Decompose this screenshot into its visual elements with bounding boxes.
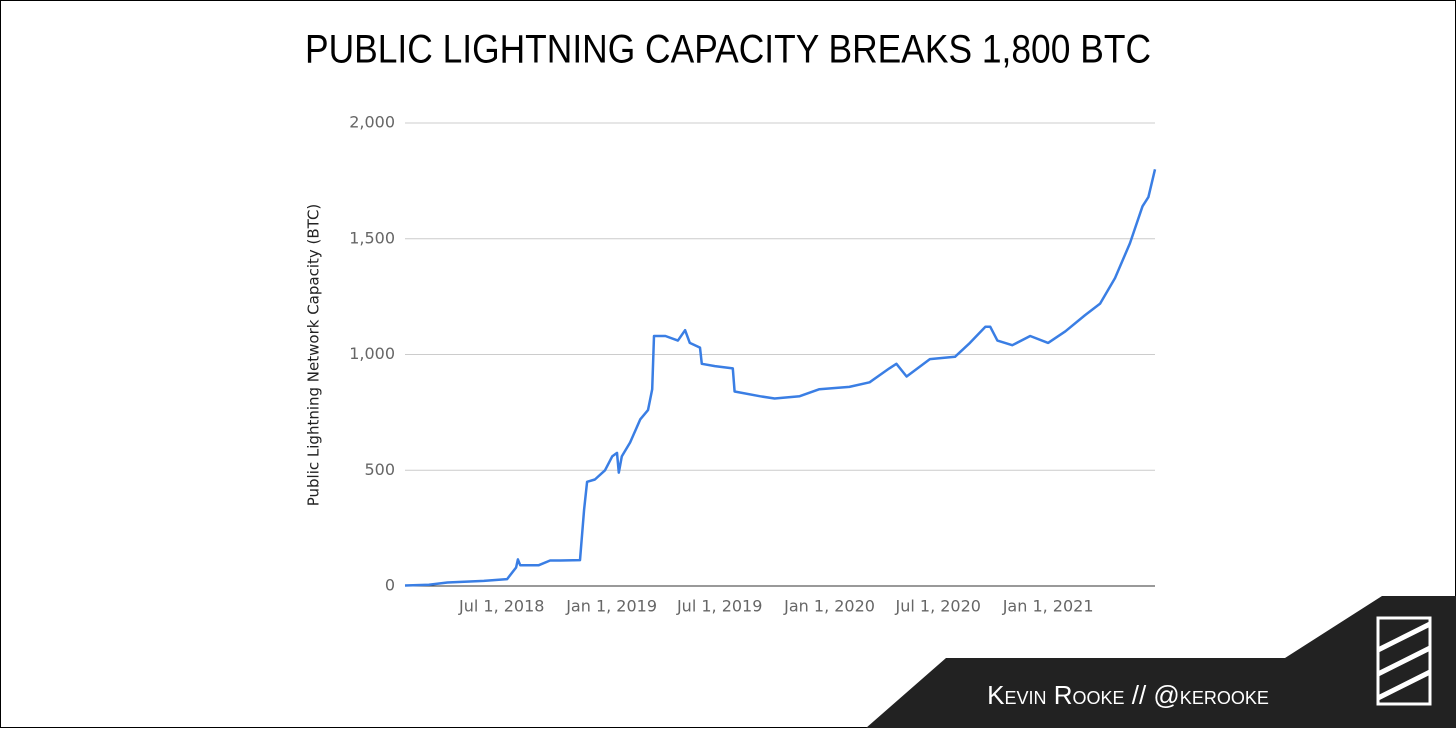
x-tick-label: Jul 1, 2020 bbox=[895, 597, 981, 616]
x-tick-label: Jul 1, 2019 bbox=[676, 597, 762, 616]
series-line bbox=[404, 169, 1157, 587]
y-tick-label: 500 bbox=[364, 460, 395, 479]
y-tick-label: 2,000 bbox=[349, 113, 395, 132]
x-tick-label: Jan 1, 2019 bbox=[565, 597, 657, 616]
footer-band bbox=[866, 596, 1456, 728]
chart-title: PUBLIC LIGHTNING CAPACITY BREAKS 1,800 B… bbox=[305, 28, 1151, 72]
credit: Kevin Rooke // @kerooke bbox=[987, 680, 1269, 710]
y-tick-label: 1,000 bbox=[349, 344, 395, 363]
x-tick-label: Jan 1, 2020 bbox=[783, 597, 875, 616]
y-axis-label: Public Lightning Network Capacity (BTC) bbox=[305, 204, 323, 507]
y-tick-label: 0 bbox=[385, 576, 395, 595]
logo bbox=[1376, 616, 1432, 706]
x-tick-label: Jan 1, 2021 bbox=[1002, 597, 1094, 616]
y-tick-label: 1,500 bbox=[349, 228, 395, 247]
x-tick-label: Jul 1, 2018 bbox=[458, 597, 544, 616]
